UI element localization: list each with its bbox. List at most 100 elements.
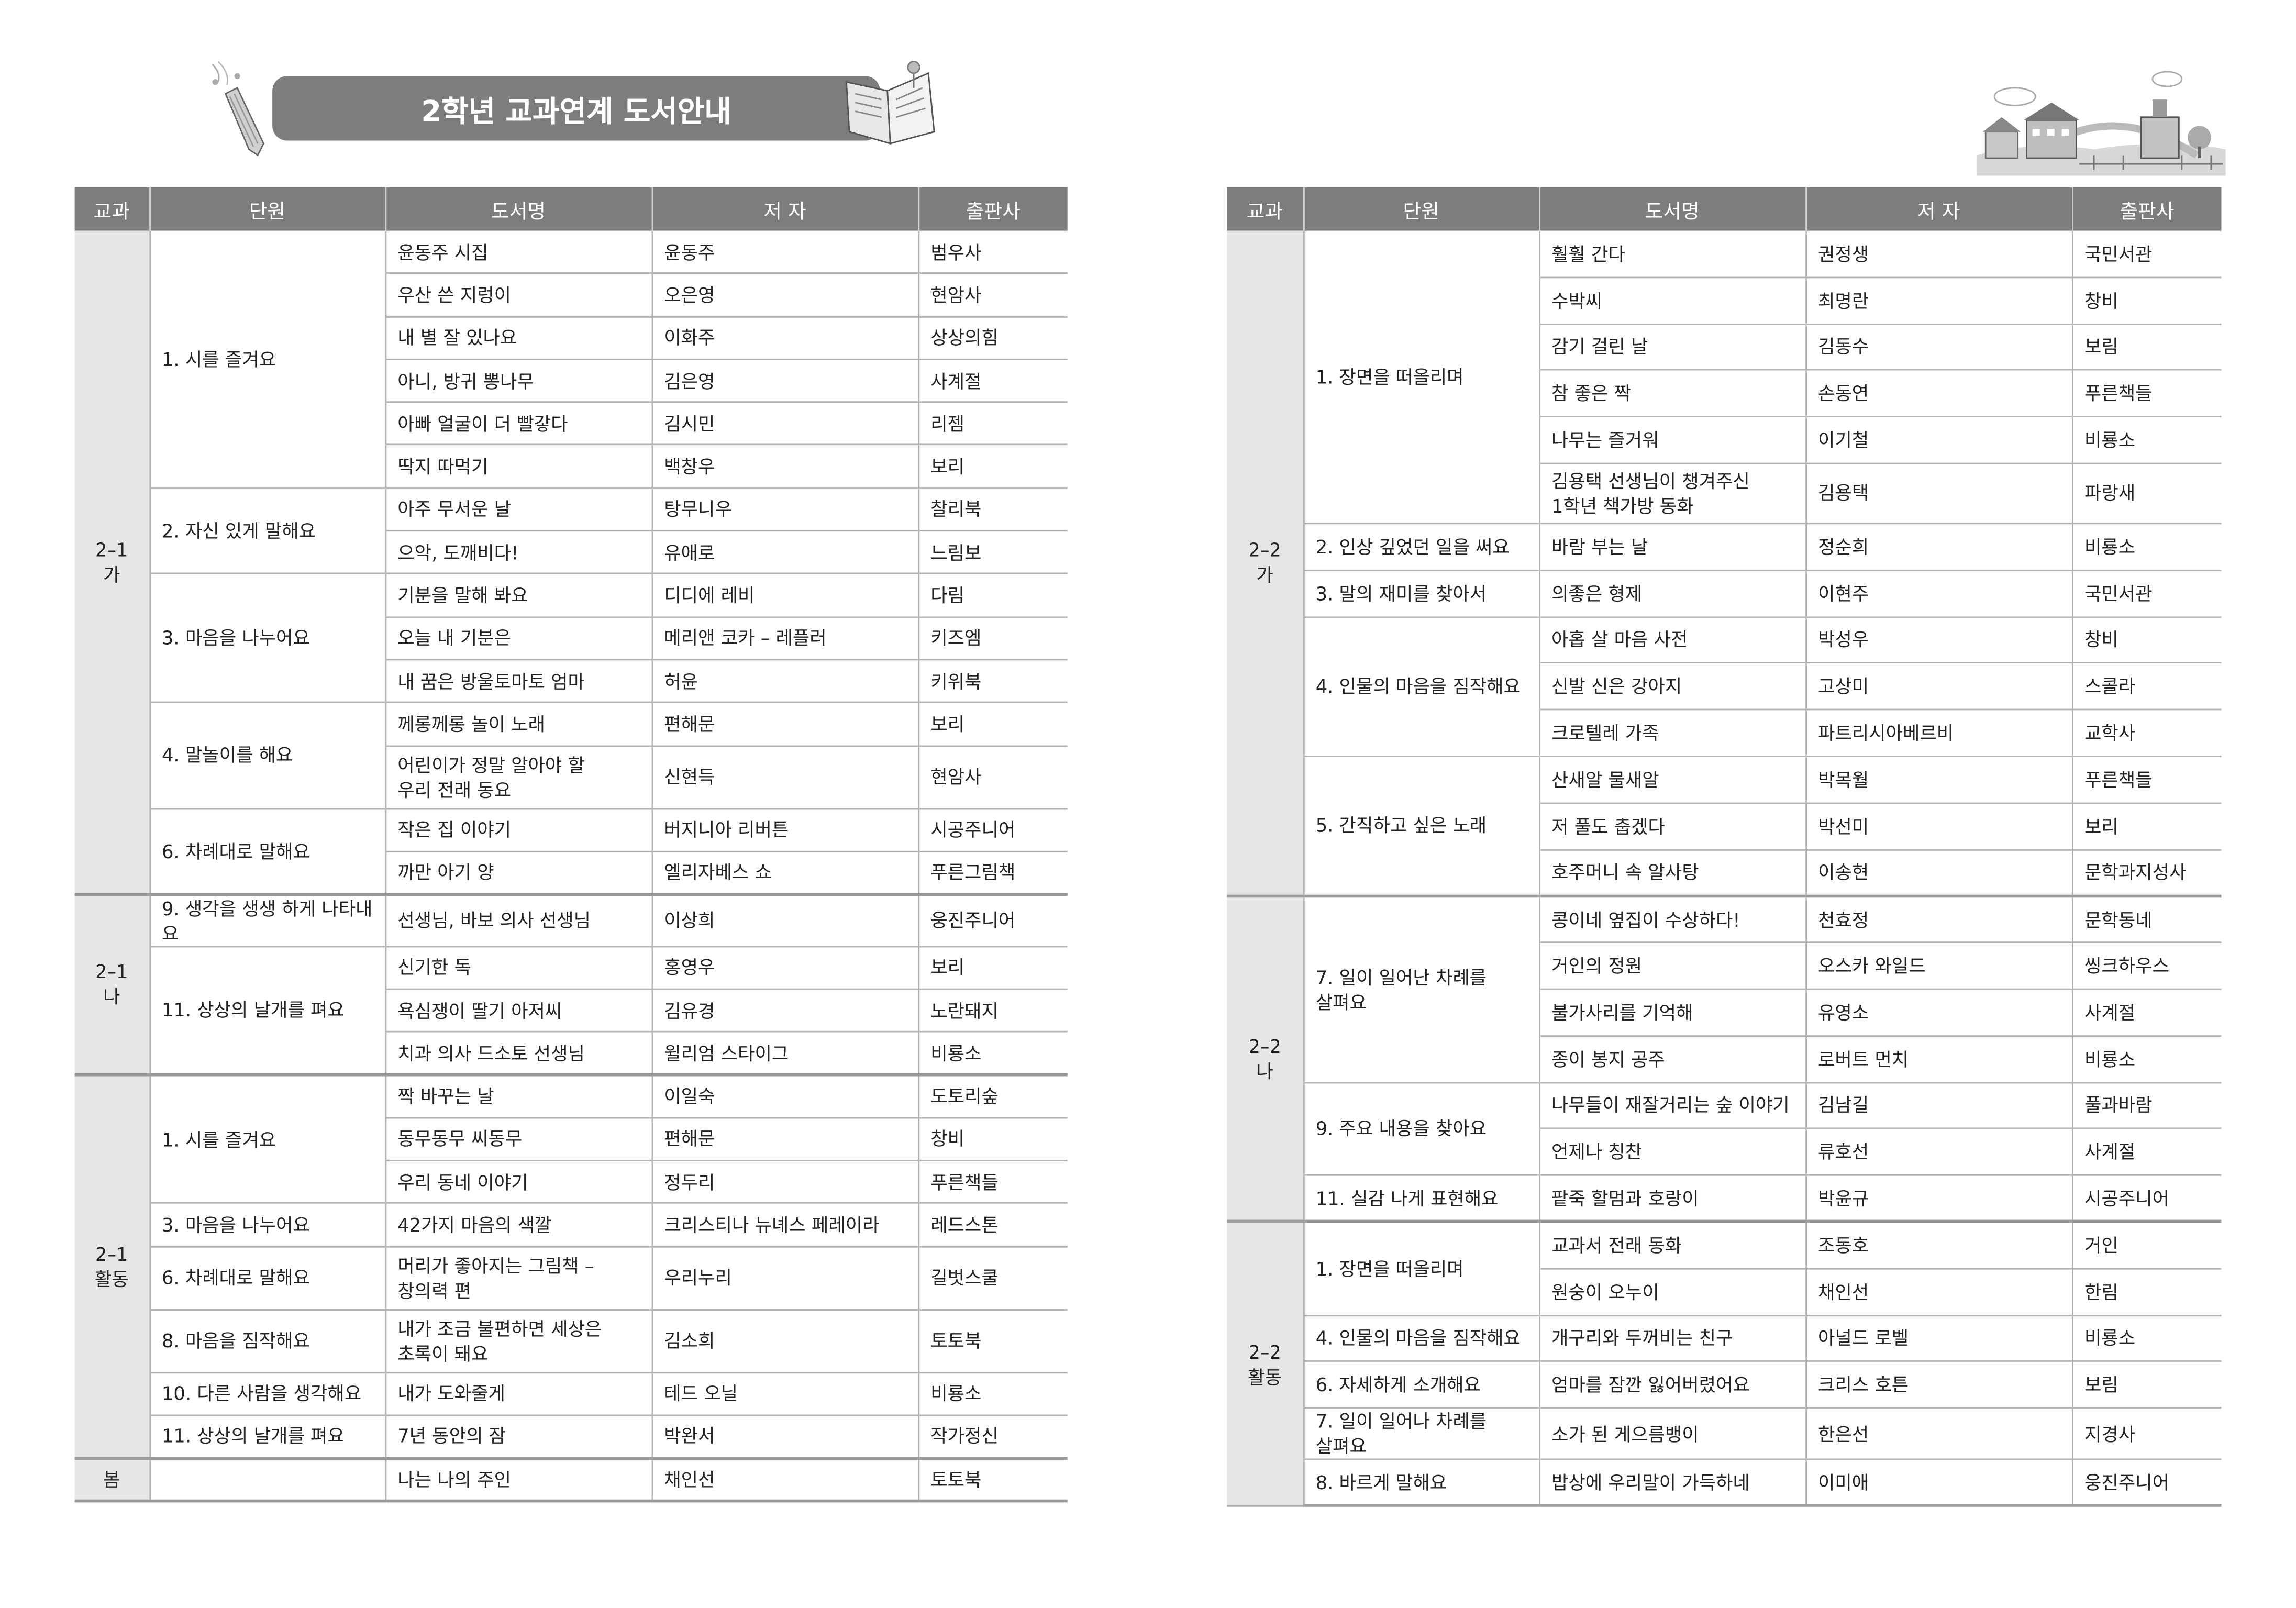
header-unit: 단원: [1302, 187, 1539, 231]
book-title-cell: 동무동무 씨동무: [384, 1117, 652, 1162]
book-title-cell: 머리가 좋아지는 그림책 – 창의력 편: [384, 1246, 652, 1311]
publisher-cell: 보림: [2071, 1360, 2222, 1409]
publisher-cell: 상상의힘: [917, 315, 1068, 360]
header-publisher: 출판사: [917, 187, 1068, 231]
table-row: 4. 인물의 마음을 짐작해요 아홉 살 마음 사전 박성우 창비: [1227, 616, 2222, 757]
book-title-cell: 기분을 말해 봐요: [384, 573, 652, 618]
author-cell: 박윤규: [1804, 1174, 2073, 1223]
publisher-cell: 비룡소: [2071, 1314, 2222, 1362]
book-title-cell: 아홉 살 마음 사전: [1538, 616, 1806, 664]
table-row: 4. 말놀이를 해요 께롱께롱 놀이 노래 편해문 보리: [75, 702, 1068, 809]
book-title-cell: 나무는 즐거워: [1538, 416, 1806, 464]
author-cell: 크리스티나 뉴녜스 페레이라: [651, 1203, 919, 1247]
table-row: 3. 마음을 나누어요 기분을 말해 봐요 디디에 레비 다림: [75, 573, 1068, 704]
publisher-cell: 보리: [917, 444, 1068, 489]
unit-cell: 4. 말놀이를 해요: [148, 702, 386, 809]
author-cell: 김동수: [1804, 323, 2073, 371]
book-title-cell: 거인의 정원: [1538, 941, 1806, 990]
table-row: 동무동무 씨동무 편해문 창비: [75, 1117, 1068, 1162]
author-cell: 홍영우: [651, 945, 919, 990]
table-row: 6. 자세하게 소개해요 엄마를 잠깐 잃어버렸어요 크리스 호튼 보림: [1227, 1360, 2222, 1409]
publisher-cell: 한림: [2071, 1268, 2222, 1316]
author-cell: 권정생: [1804, 230, 2073, 278]
author-cell: 이송현: [1804, 848, 2073, 897]
table-row: 9. 주요 내용을 찾아요 나무들이 재잘거리는 숲 이야기 김남길 풀과바람: [1227, 1081, 2222, 1177]
publisher-cell: 시공주니어: [2071, 1174, 2222, 1223]
publisher-cell: 보림: [2071, 323, 2222, 371]
publisher-cell: 창비: [917, 1117, 1068, 1162]
book-title-cell: 아니, 방귀 뽕나무: [384, 358, 652, 403]
table-row: 우산 쓴 지렁이 오은영 현암사: [75, 272, 1068, 317]
book-title-cell: 소가 된 게으름뱅이: [1538, 1407, 1806, 1460]
subject-cell: 2–2 활동: [1227, 1220, 1304, 1507]
publisher-cell: 보리: [917, 945, 1068, 990]
book-title-cell: 우리 동네 이야기: [384, 1160, 652, 1205]
author-cell: 채인선: [651, 1457, 919, 1503]
publisher-cell: 현암사: [917, 745, 1068, 809]
book-title-cell: 아빠 얼굴이 더 빨갛다: [384, 401, 652, 446]
table-row: 8. 바르게 말해요 밥상에 우리말이 가득하네 이미애 웅진주니어: [1227, 1458, 2222, 1507]
table-row: 2–2 가 1. 장면을 떠올리며 훨훨 간다 권정생 국민서관: [1227, 230, 2222, 897]
publisher-cell: 토토북: [917, 1457, 1068, 1503]
unit-cell: 9. 주요 내용을 찾아요: [1302, 1081, 1540, 1177]
author-cell: 박완서: [651, 1414, 919, 1459]
book-table-right: 교과 단원 도서명 저 자 출판사 2–2 가 1. 장면을 떠올리며 훨훨 간다 권…: [1227, 187, 2222, 1507]
table-row: 2. 자신 있게 말해요 아주 무서운 날 탕무니우 찰리북: [75, 487, 1068, 575]
book-table-left: 교과 단원 도서명 저 자 출판사 2–1 가 1. 시를 즐겨요 윤동주 시집 윤동…: [74, 187, 1068, 1503]
book-title-cell: 아주 무서운 날: [384, 487, 652, 532]
unit-cell: 1. 장면을 떠올리며: [1302, 230, 1540, 525]
table-row: 봄 나는 나의 주인 채인선 토토북: [74, 1457, 1068, 1503]
table-row: 치과 의사 드소토 선생님 윌리엄 스타이그 비룡소: [75, 1031, 1068, 1076]
unit-cell: 1. 장면을 떠올리며: [1302, 1220, 1540, 1316]
author-cell: 탕무니우: [651, 487, 919, 532]
table-row: 크로텔레 가족 파트리시아베르비 교학사: [1227, 709, 2222, 757]
table-row: 원숭이 오누이 채인선 한림: [1227, 1268, 2222, 1316]
publisher-cell: 씽크하우스: [2071, 941, 2222, 990]
author-cell: 우리누리: [651, 1246, 919, 1311]
header-subject: 교과: [74, 187, 150, 231]
publisher-cell: 토토북: [917, 1308, 1068, 1373]
publisher-cell: 비룡소: [917, 1371, 1068, 1416]
publisher-cell: 창비: [2071, 276, 2222, 325]
author-cell: 이상희: [651, 893, 919, 947]
table-row: 3. 말의 재미를 찾아서 의좋은 형제 이현주 국민서관: [1227, 569, 2222, 617]
book-title-cell: 종이 봉지 공주: [1538, 1035, 1806, 1083]
book-title-cell: 짝 바꾸는 날: [384, 1073, 652, 1119]
open-book-icon: [845, 61, 935, 145]
author-cell: 아널드 로벨: [1804, 1314, 2073, 1362]
publisher-cell: 작가정신: [917, 1414, 1068, 1459]
table-row: 내 별 잘 있나요 이화주 상상의힘: [75, 315, 1068, 360]
author-cell: 박선미: [1804, 802, 2073, 850]
header-publisher: 출판사: [2071, 187, 2222, 231]
table-row: 3. 마음을 나누어요 42가지 마음의 색깔 크리스티나 뉴녜스 페레이라 레드스톤: [75, 1203, 1068, 1247]
table-header-row: 교과 단원 도서명 저 자 출판사: [74, 187, 1068, 231]
book-title-cell: 감기 걸린 날: [1538, 323, 1806, 371]
unit-cell: 1. 시를 즐겨요: [148, 230, 386, 489]
publisher-cell: 보리: [2071, 802, 2222, 850]
unit-cell: 6. 차례대로 말해요: [148, 1246, 386, 1311]
unit-cell: 6. 차례대로 말해요: [148, 807, 386, 895]
table-row: 2–1 활동 1. 시를 즐겨요 짝 바꾸는 날 이일숙 도토리숲: [74, 1073, 1068, 1459]
publisher-cell: 범우사: [917, 230, 1068, 274]
publisher-cell: 푸른책들: [2071, 369, 2222, 418]
book-title-cell: 께롱께롱 놀이 노래: [384, 702, 652, 747]
pencil-icon: [212, 61, 264, 157]
table-row: 어린이가 정말 알아야 할 우리 전래 동요 신현득 현암사: [75, 745, 1068, 809]
publisher-cell: 도토리숲: [917, 1073, 1068, 1119]
book-title-cell: 김용택 선생님이 챙겨주신 1학년 책가방 동화: [1538, 462, 1806, 525]
publisher-cell: 지경사: [2071, 1407, 2222, 1460]
book-title-cell: 까만 아기 양: [384, 850, 652, 895]
book-title-cell: 불가사리를 기억해: [1538, 988, 1806, 1037]
author-cell: 채인선: [1804, 1268, 2073, 1316]
author-cell: 유영소: [1804, 988, 2073, 1037]
table-row: 11. 실감 나게 표현해요 팥죽 할멈과 호랑이 박윤규 시공주니어: [1227, 1174, 2222, 1223]
subject-cell: 봄: [74, 1457, 150, 1503]
table-row: 2–2 나 7. 일이 일어난 차례를 살펴요 콩이네 옆집이 수상하다! 천효정 문학…: [1227, 894, 2222, 1223]
publisher-cell: 사계절: [2071, 988, 2222, 1037]
unit-cell: 1. 시를 즐겨요: [148, 1073, 386, 1205]
table-header-row: 교과 단원 도서명 저 자 출판사: [1227, 187, 2222, 231]
book-title-cell: 신발 신은 강아지: [1538, 662, 1806, 711]
table-row: 내 꿈은 방울토마토 엄마 허윤 키위북: [75, 659, 1068, 704]
book-title-cell: 딱지 따먹기: [384, 444, 652, 489]
author-cell: 유애로: [651, 530, 919, 575]
